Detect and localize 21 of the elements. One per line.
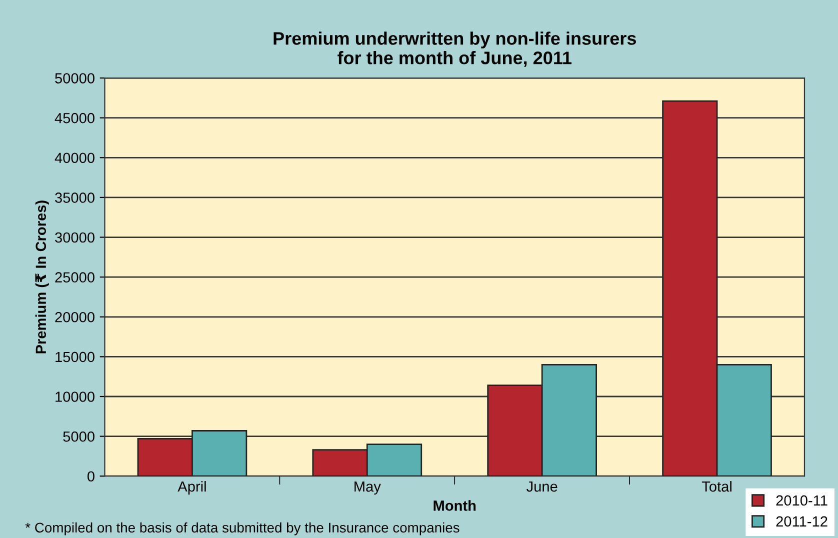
y-tick-label: 50000 (55, 73, 94, 84)
x-tick-label: May (354, 482, 381, 495)
x-tick-label: Total (702, 480, 732, 492)
x-tick-label: June (526, 482, 558, 492)
y-tick-label: 40000 (54, 152, 94, 164)
y-tick-label: 10000 (56, 392, 94, 402)
x-tick-label: April (178, 480, 206, 495)
y-tick-label: 35000 (55, 192, 94, 203)
y-tick-label: 20000 (55, 312, 94, 322)
text: * Compiled on the basis of data submitted by the Insurance companies (25, 522, 460, 536)
chart-title: Premium underwritten by non-life insurers for the month of June, 2011 (274, 32, 636, 67)
legend-label: 2010-11 (776, 495, 828, 506)
legend-label: 2011-12 (776, 516, 828, 527)
y-tick-label: 30000 (55, 232, 94, 243)
y-tick-label: 15000 (56, 352, 94, 362)
y-tick-label: 5000 (63, 431, 94, 442)
x-axis-title: Month (434, 500, 476, 511)
y-tick-label: 25000 (55, 272, 94, 282)
y-tick-label: 0 (87, 471, 94, 482)
y-tick-label: 45000 (54, 112, 94, 124)
y-axis-title: Premium (₹ In Crores) (35, 200, 49, 354)
